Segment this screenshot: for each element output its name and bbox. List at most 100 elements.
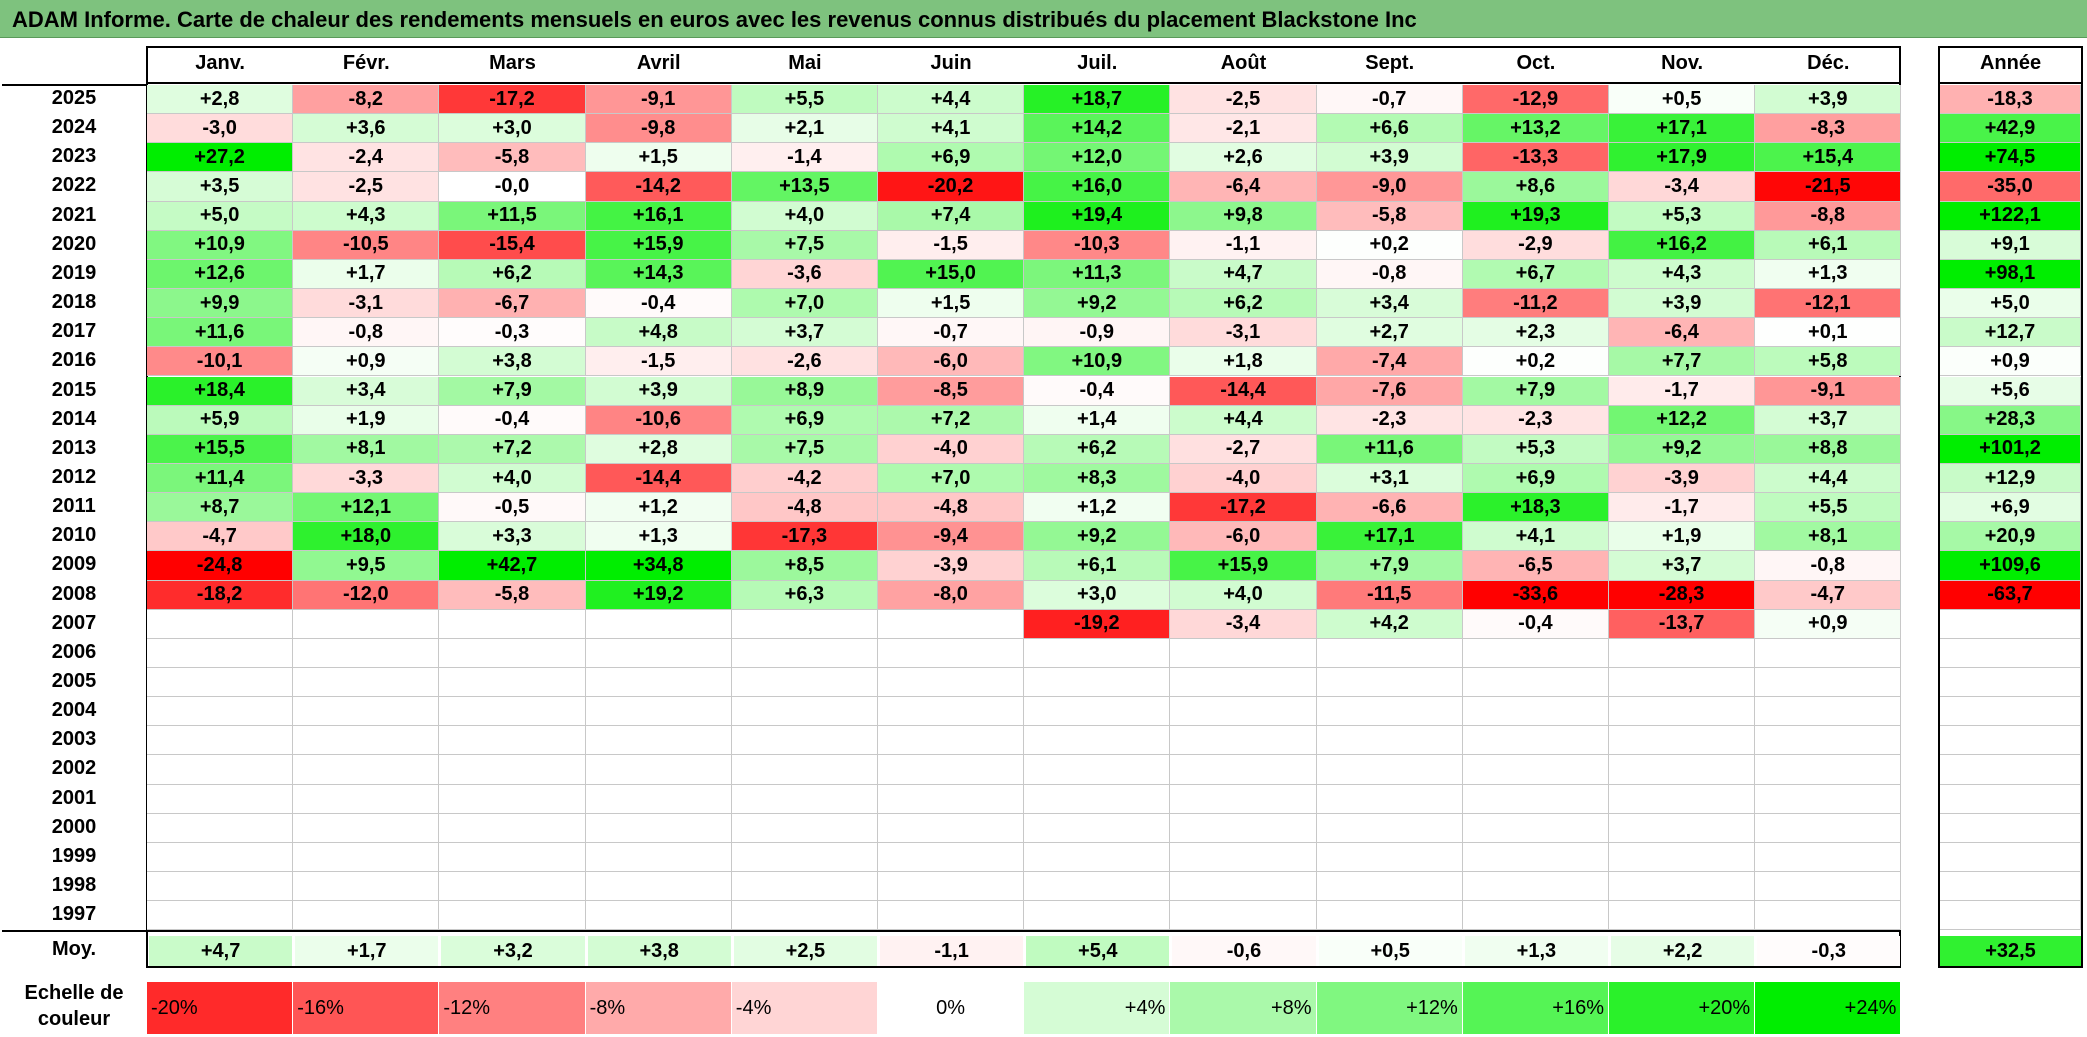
annual-cell: +28,3 (1940, 405, 2081, 435)
color-scale-cell: +24% (1755, 982, 1902, 1034)
heatmap-cell: +7,5 (731, 230, 878, 260)
heatmap-cell: +4,2 (1316, 609, 1463, 639)
heatmap-cell: +0,9 (1755, 609, 1902, 639)
heatmap-cell (1024, 842, 1171, 873)
annual-cell: +20,9 (1940, 522, 2081, 552)
year-label: 2000 (51, 815, 97, 838)
heatmap-cell: +1,9 (1609, 522, 1756, 552)
year-label: 2004 (51, 699, 97, 722)
heatmap-cell: +2,8 (147, 85, 294, 115)
heatmap-cell: +7,0 (878, 463, 1025, 494)
heatmap-cell: -1,4 (731, 143, 878, 173)
heatmap-cell (1755, 842, 1902, 873)
heatmap-cell (1024, 872, 1171, 902)
color-scale-cell: -4% (731, 982, 878, 1034)
heatmap-cell: +2,3 (1462, 318, 1609, 348)
heatmap-cell: +0,2 (1316, 230, 1463, 260)
heatmap-cell: -2,3 (1462, 405, 1609, 435)
heatmap-cell: +9,2 (1024, 522, 1171, 552)
heatmap-cell: -13,3 (1462, 143, 1609, 173)
heatmap-cell: +4,0 (731, 201, 878, 231)
heatmap-cell (1609, 784, 1756, 814)
heatmap-cell: -12,9 (1462, 85, 1609, 115)
heatmap-cell: -3,6 (731, 259, 878, 290)
heatmap-cell (731, 842, 878, 873)
heatmap-cell (293, 872, 440, 902)
heatmap-cell: +5,3 (1462, 434, 1609, 464)
heatmap-cell (878, 813, 1025, 843)
heatmap-cell: +17,9 (1609, 143, 1756, 173)
heatmap-cell: +4,3 (1609, 259, 1756, 290)
month-header: Déc. (1807, 52, 1850, 74)
heatmap-cell (1755, 638, 1902, 668)
heatmap-cell: +10,9 (147, 230, 294, 260)
annual-cell (1940, 872, 2081, 902)
year-label: 2001 (51, 786, 97, 809)
heatmap-cell: -2,4 (293, 143, 440, 173)
heatmap-cell: +8,1 (1755, 522, 1902, 552)
heatmap-cell: -2,5 (1170, 85, 1317, 115)
heatmap-cell: +13,5 (731, 172, 878, 202)
heatmap-cell: +1,3 (585, 522, 732, 552)
average-annual-cell: +32,5 (1940, 936, 2081, 966)
month-header: Août (1220, 52, 1267, 74)
heatmap-cell: -6,5 (1462, 551, 1609, 581)
heatmap-cell (585, 901, 732, 931)
heatmap-cell (147, 609, 294, 639)
year-label: 2005 (51, 670, 97, 692)
heatmap-cell (1462, 784, 1609, 814)
year-label: 2010 (51, 524, 97, 547)
heatmap-cell: +13,2 (1462, 114, 1609, 144)
heatmap-cell: +4,8 (585, 318, 732, 348)
heatmap-cell (293, 842, 440, 873)
heatmap-cell: +1,8 (1170, 347, 1317, 377)
heatmap-cell: -0,4 (1462, 609, 1609, 639)
annual-cell: +5,6 (1940, 376, 2081, 406)
heatmap-cell (1755, 784, 1902, 814)
heatmap-cell (585, 609, 732, 639)
annual-cell: +101,2 (1940, 434, 2081, 464)
heatmap-cell (1755, 755, 1902, 785)
heatmap-cell: +5,8 (1755, 347, 1902, 377)
average-cell: +2,5 (733, 936, 877, 966)
heatmap-cell: -1,7 (1609, 376, 1756, 406)
heatmap-cell: +12,6 (147, 259, 294, 290)
heatmap-cell: -8,3 (1755, 114, 1902, 144)
heatmap-cell: +19,4 (1024, 201, 1171, 231)
heatmap-cell (1462, 901, 1609, 931)
heatmap-cell (1024, 813, 1171, 843)
heatmap-cell: +16,0 (1024, 172, 1171, 202)
month-header: Avril (636, 52, 681, 74)
heatmap-cell (731, 872, 878, 902)
heatmap-cell: +5,5 (731, 85, 878, 115)
year-label: 2009 (51, 553, 97, 576)
heatmap-cell (1170, 697, 1317, 727)
annual-cell: -35,0 (1940, 172, 2081, 202)
heatmap-cell (585, 842, 732, 873)
heatmap-cell: +10,9 (1024, 347, 1171, 377)
average-cell: -0,3 (1757, 936, 1901, 966)
heatmap-cell (1170, 872, 1317, 902)
annual-cell: +98,1 (1940, 259, 2081, 290)
year-label: 2023 (51, 145, 97, 168)
annual-cell (1940, 842, 2081, 873)
heatmap-cell: -4,8 (731, 493, 878, 523)
heatmap-cell: -4,7 (1755, 580, 1902, 610)
year-label: 2003 (51, 728, 97, 751)
color-scale-cell: +16% (1462, 982, 1609, 1034)
heatmap-cell: -10,6 (585, 405, 732, 435)
heatmap-cell: +1,3 (1755, 259, 1902, 290)
heatmap-cell (731, 901, 878, 931)
heatmap-cell: +0,2 (1462, 347, 1609, 377)
heatmap-cell: +1,2 (585, 493, 732, 523)
heatmap-cell (147, 638, 294, 668)
heatmap-cell: -9,4 (878, 522, 1025, 552)
heatmap-cell: +9,5 (293, 551, 440, 581)
heatmap-cell: +3,4 (1316, 289, 1463, 319)
heatmap-cell: -3,4 (1170, 609, 1317, 639)
heatmap-cell: -0,0 (439, 172, 586, 202)
heatmap-cell (1609, 901, 1756, 931)
heatmap-cell: +3,1 (1316, 463, 1463, 494)
heatmap-cell (1755, 668, 1902, 698)
annual-cell: +122,1 (1940, 201, 2081, 231)
